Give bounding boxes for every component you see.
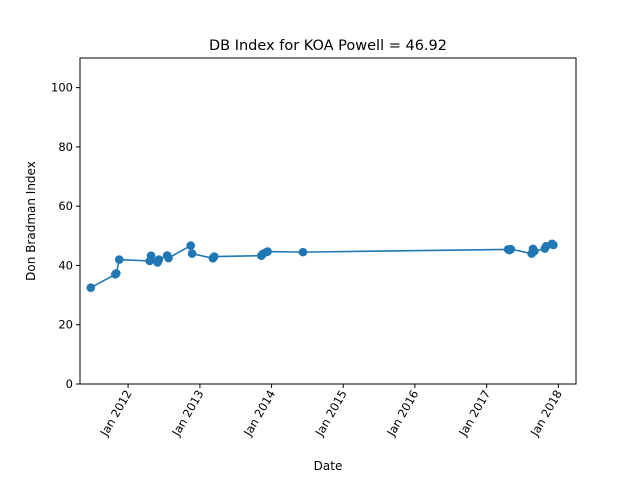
data-point (164, 253, 173, 263)
data-point (186, 241, 195, 250)
x-tick-label: Jan 2018 (527, 388, 565, 440)
data-point (549, 240, 558, 250)
data-point (112, 269, 121, 278)
plot-frame (79, 57, 577, 385)
y-axis: 0 20 40 60 80 100 (51, 81, 80, 391)
data-point (187, 249, 197, 258)
data-point (263, 247, 272, 256)
y-tick-label: 0 (66, 377, 73, 391)
x-tick-label: Jan 2017 (455, 387, 493, 439)
x-tick-label: Jan 2012 (97, 388, 135, 440)
data-point (146, 251, 156, 260)
y-tick-label: 40 (58, 258, 73, 272)
data-point (86, 283, 96, 292)
x-tick-label: Jan 2016 (383, 388, 421, 440)
x-tick-label: Jan 2014 (240, 388, 278, 440)
x-axis-label: Date (314, 459, 343, 473)
x-tick-label: Jan 2015 (312, 388, 350, 440)
plot-area (86, 239, 558, 292)
y-tick-label: 20 (58, 318, 73, 332)
data-point (209, 252, 219, 261)
y-tick-label: 80 (58, 140, 73, 154)
y-axis-label: Don Bradman Index (24, 161, 38, 281)
y-tick-label: 100 (51, 81, 73, 95)
data-point (154, 255, 164, 264)
y-tick-label: 60 (58, 199, 73, 213)
chart-title: DB Index for KOA Powell = 46.92 (209, 38, 447, 54)
data-point (298, 247, 308, 257)
data-point (506, 244, 516, 254)
x-tick-label: Jan 2013 (169, 388, 207, 440)
data-point (530, 246, 539, 256)
x-axis: Jan 2012 Jan 2013 Jan 2014 Jan 2015 Jan 2016… (97, 384, 565, 439)
data-point (114, 255, 124, 264)
